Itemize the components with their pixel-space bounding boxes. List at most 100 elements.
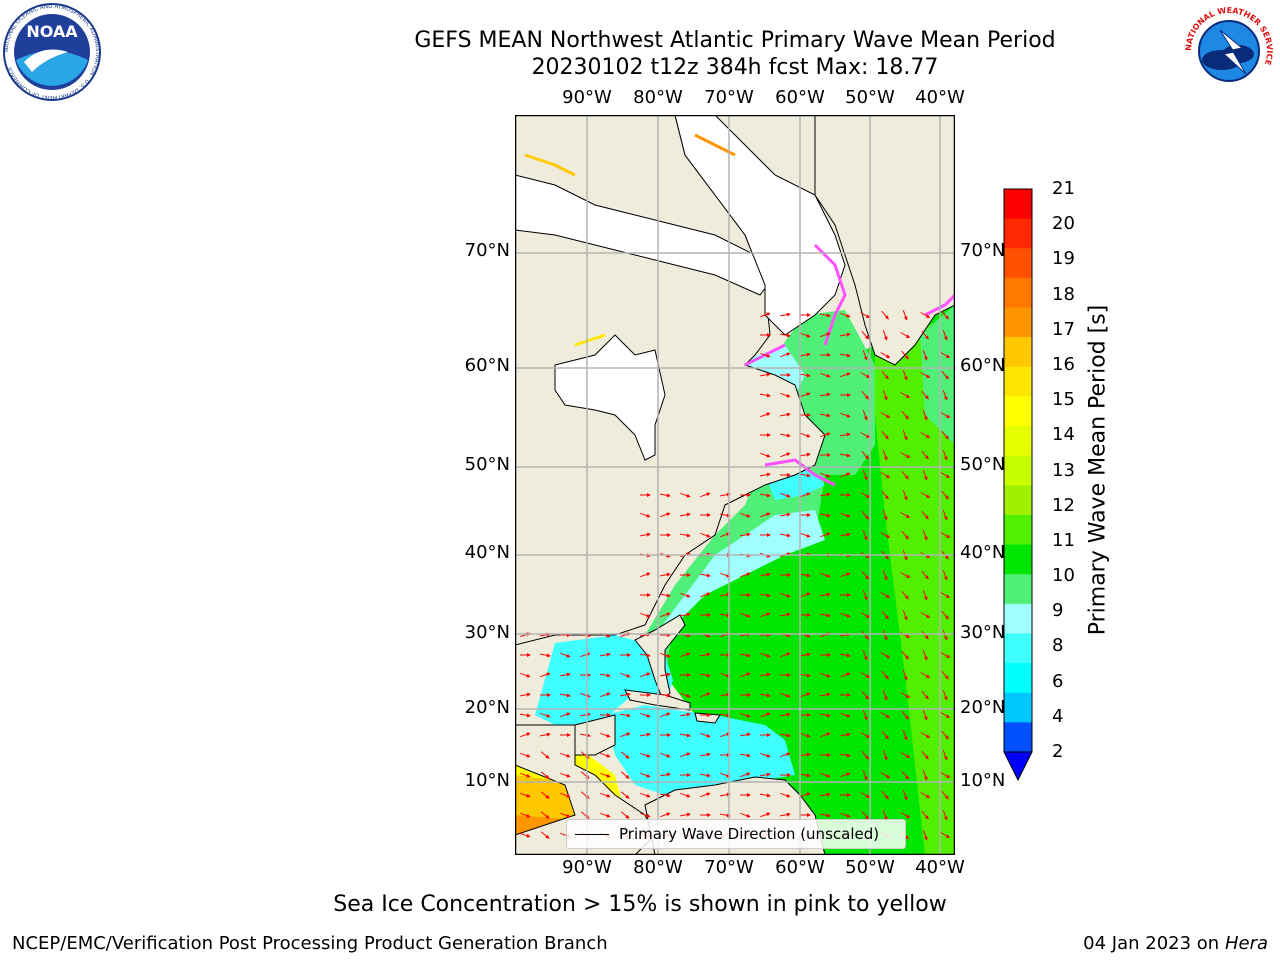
wave-arrow [740, 512, 751, 518]
wave-arrow [800, 732, 811, 738]
wave-arrow [800, 792, 811, 798]
wave-arrow [882, 390, 888, 401]
lon-top-label: 80°W [633, 87, 683, 108]
lat-left-label: 10°N [464, 770, 510, 791]
colorbar-tick-label: 12 [1052, 494, 1075, 516]
wave-arrow [840, 612, 851, 618]
wave-arrow [700, 492, 711, 498]
colorbar-tick-label: 16 [1052, 353, 1075, 375]
wave-arrow [922, 770, 928, 781]
wave-arrow [560, 693, 571, 698]
wave-arrow [620, 732, 631, 738]
wave-arrow [760, 312, 771, 318]
wave-arrow [820, 613, 831, 618]
colorbar-under-triangle [1003, 751, 1033, 782]
wave-arrow [700, 773, 711, 778]
wave-arrow [660, 493, 671, 498]
wave-arrow [840, 312, 851, 318]
wave-arrow [680, 592, 691, 598]
wave-arrow [860, 792, 871, 799]
wave-arrow [820, 772, 831, 778]
chart-subtitle: 20230102 t12z 384h fcst Max: 18.77 [531, 55, 939, 80]
wave-arrow [901, 410, 909, 420]
wave-arrow [942, 570, 948, 581]
lon-bottom-label: 50°W [845, 857, 895, 878]
wave-arrow [800, 473, 811, 478]
wave-arrow [880, 772, 891, 779]
colorbar-segment [1004, 692, 1032, 723]
wave-arrow [900, 452, 911, 459]
colorbar-segment [1004, 337, 1032, 368]
wave-arrow [920, 432, 931, 439]
legend-label: Primary Wave Direction (unscaled) [619, 825, 880, 843]
wave-arrow [820, 413, 831, 418]
wave-arrow [820, 472, 831, 478]
map-legend: Primary Wave Direction (unscaled) [566, 819, 906, 849]
wave-arrow [600, 732, 611, 738]
wave-arrow [901, 770, 909, 780]
wave-arrow [862, 590, 868, 601]
colorbar-tick-label: 4 [1052, 705, 1064, 727]
wave-arrow [800, 432, 811, 438]
wave-arrow [840, 772, 851, 778]
wave-arrow [760, 672, 771, 677]
wave-arrow [740, 612, 751, 618]
wave-arrow [862, 710, 868, 721]
map-frame [515, 115, 955, 855]
colorbar-tick-label: 11 [1052, 529, 1075, 551]
wave-arrow [800, 773, 811, 778]
lat-right-label: 40°N [960, 542, 1006, 563]
nws-logo: NATIONAL WEATHER SERVICE [1180, 2, 1278, 100]
wave-arrow [520, 732, 531, 738]
lon-bottom-label: 80°W [633, 857, 683, 878]
wave-arrow [880, 352, 891, 359]
wave-arrow [940, 472, 951, 479]
lat-right-label: 60°N [960, 355, 1006, 376]
wave-arrow [921, 750, 929, 760]
greenland-land [814, 115, 955, 366]
wave-arrow [860, 732, 871, 739]
wave-arrow [900, 812, 911, 819]
wave-arrow [680, 533, 691, 538]
wave-arrow [820, 432, 831, 438]
band-11-12-field [875, 315, 955, 855]
wave-arrow [820, 572, 831, 578]
wave-arrow [942, 750, 948, 761]
wave-arrow [882, 810, 888, 821]
wave-arrow [901, 650, 909, 660]
wave-arrow [881, 610, 889, 620]
wave-arrow [680, 752, 691, 758]
wave-arrow [942, 330, 948, 341]
wave-arrow [520, 832, 531, 838]
lon-bottom-label: 90°W [562, 857, 612, 878]
wave-arrow [760, 593, 771, 598]
wave-arrow [540, 732, 551, 737]
wave-arrow [820, 392, 831, 397]
wave-arrow [520, 692, 531, 697]
wave-arrow [600, 812, 611, 818]
lon-top-label: 60°W [775, 87, 825, 108]
wave-arrow [760, 372, 771, 377]
wave-arrow [740, 732, 751, 737]
wave-arrow [901, 590, 909, 600]
colorbar-tick-label: 19 [1052, 248, 1075, 270]
wave-arrow [860, 492, 871, 499]
wave-arrow [882, 690, 888, 701]
wave-arrow [820, 513, 831, 518]
wave-arrow [941, 790, 949, 800]
wave-arrow [900, 692, 911, 699]
colorbar-tick-label: 8 [1052, 635, 1064, 657]
wave-arrow [760, 712, 771, 718]
wave-arrow [660, 793, 671, 798]
wave-arrow [660, 612, 671, 618]
wave-arrow [900, 392, 911, 399]
wave-arrow [941, 670, 949, 680]
wave-arrow [640, 812, 651, 818]
lat-right-label: 10°N [960, 770, 1006, 791]
wave-arrow [902, 790, 908, 801]
wave-arrow [660, 712, 671, 718]
wave-arrow [820, 492, 831, 497]
wave-arrow [800, 592, 811, 598]
wave-arrow [920, 732, 931, 739]
wave-arrow [680, 733, 691, 738]
